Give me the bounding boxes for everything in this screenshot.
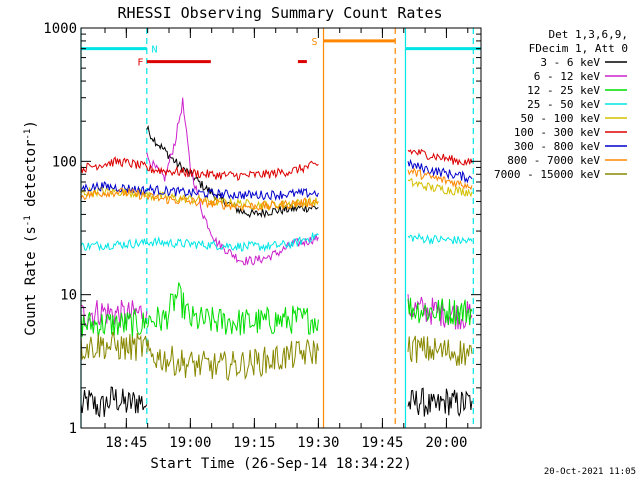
series-line	[146, 160, 319, 182]
x-tick-label: 20:00	[425, 435, 467, 451]
timestamp: 20-Oct-2021 11:05	[544, 467, 636, 477]
y-tick-label: 100	[52, 154, 77, 170]
series-line	[407, 148, 473, 166]
legend-header: FDecim 1, Att 0	[529, 42, 628, 55]
y-tick-label: 10	[60, 288, 77, 304]
legend-label: 6 - 12 keV	[534, 70, 601, 83]
legend-label: 300 - 800 keV	[514, 140, 600, 153]
series-line	[146, 339, 319, 382]
legend-header: Det 1,3,6,9,	[549, 28, 628, 41]
series-line	[80, 331, 148, 361]
legend-label: 7000 - 15000 keV	[494, 168, 600, 181]
flag-layer: NF S	[80, 28, 481, 428]
x-axis-label: Start Time (26-Sep-14 18:34:22)	[150, 456, 411, 472]
series-line	[80, 237, 148, 252]
series-line	[407, 297, 473, 326]
series-line	[80, 156, 148, 174]
legend-label: 100 - 300 keV	[514, 126, 600, 139]
legend-label: 25 - 50 keV	[527, 98, 600, 111]
series-line	[407, 387, 473, 417]
series-line	[146, 183, 319, 202]
series-line	[407, 232, 473, 246]
series-line	[407, 335, 473, 366]
series-line	[146, 282, 319, 336]
y-axis-label: Count Rate (s-1 detector-1)	[23, 120, 39, 336]
axes: 1 10 100 1000 18:45 19:00 19:15 19:30 19:45 20:00	[43, 21, 481, 451]
flag-label: F	[137, 58, 143, 69]
x-tick-label: 19:15	[233, 435, 275, 451]
y-tick-label: 1	[69, 421, 77, 437]
series-line	[146, 192, 319, 211]
series-line	[80, 386, 148, 418]
series-line	[407, 158, 473, 184]
series-layer	[80, 97, 473, 418]
series-line	[81, 299, 148, 328]
series-line	[80, 187, 147, 201]
legend-label: 50 - 100 keV	[521, 112, 601, 125]
chart-title: RHESSI Observing Summary Count Rates	[117, 4, 442, 22]
x-tick-label: 19:00	[169, 435, 211, 451]
flag-label: S	[312, 37, 318, 48]
legend-label: 3 - 6 keV	[540, 56, 600, 69]
x-tick-label: 19:30	[297, 435, 339, 451]
series-line	[146, 97, 319, 266]
x-tick-label: 19:45	[361, 435, 403, 451]
series-line	[407, 177, 473, 198]
flag-label: N	[151, 45, 157, 56]
x-tick-label: 18:45	[105, 435, 147, 451]
series-line	[80, 185, 147, 199]
series-line	[80, 181, 148, 197]
plot-frame	[80, 27, 482, 429]
series-line	[146, 232, 319, 253]
y-tick-label: 1000	[43, 21, 77, 37]
series-line	[407, 167, 473, 191]
legend-label: 12 - 25 keV	[527, 84, 600, 97]
legend-label: 800 - 7000 keV	[507, 154, 600, 167]
